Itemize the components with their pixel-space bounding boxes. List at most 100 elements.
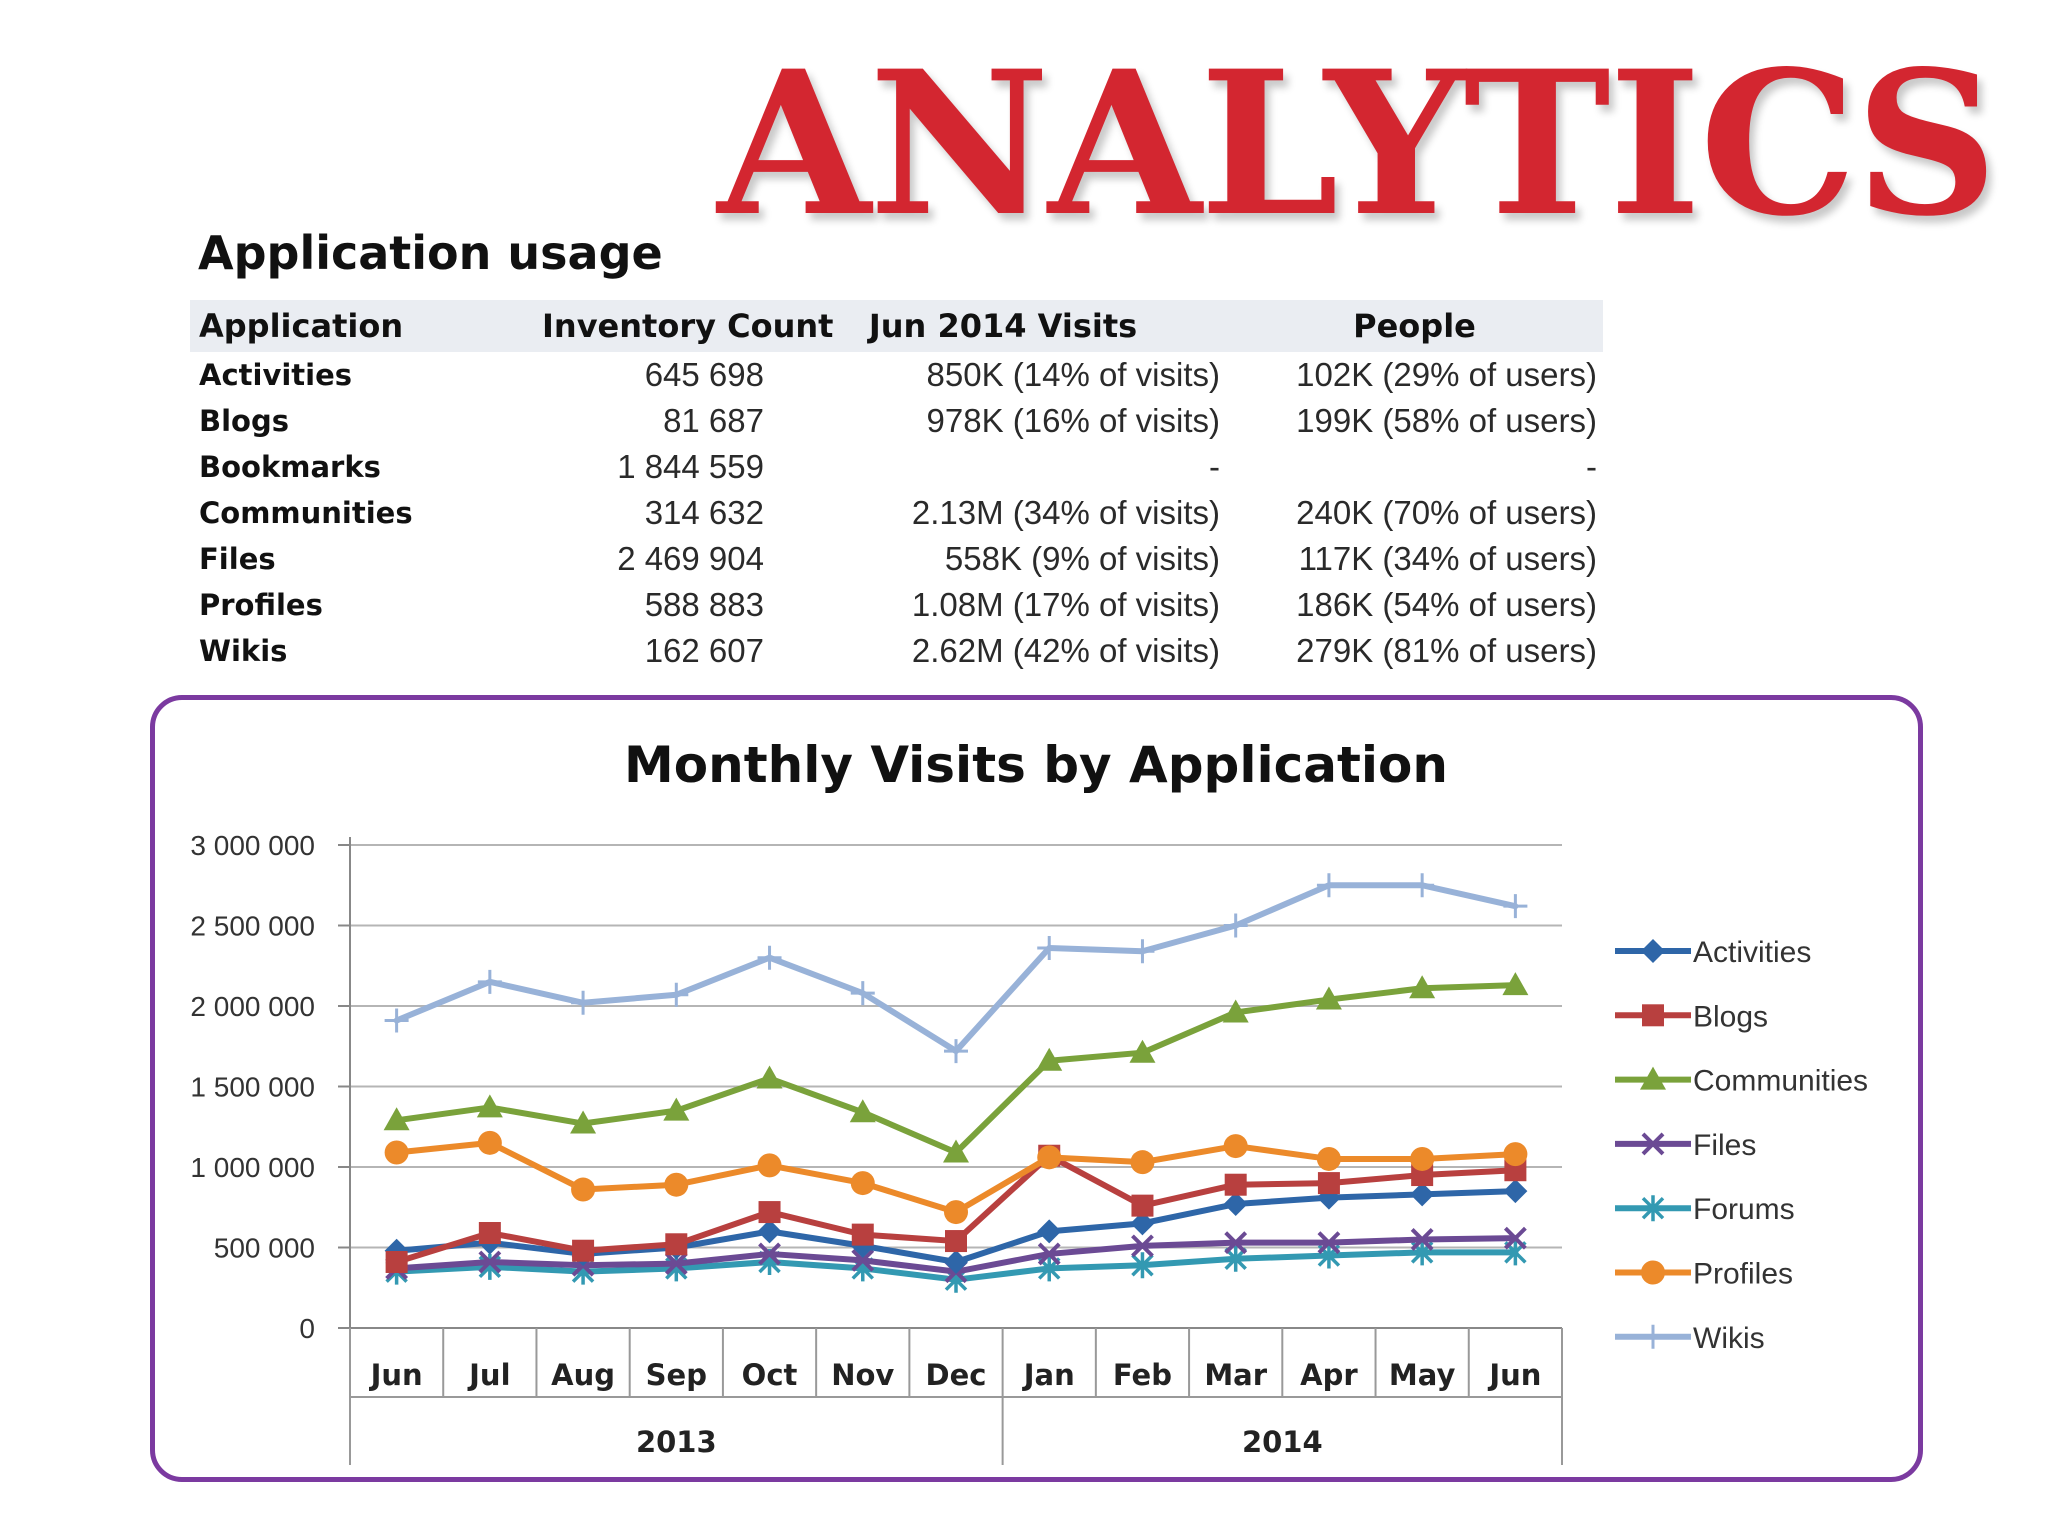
y-tick-label: 2 000 000 <box>190 991 315 1022</box>
cell-people: 117K (34% of users) <box>1298 540 1597 577</box>
column-header-people: People <box>1226 300 1603 352</box>
x-tick-label: Mar <box>1204 1358 1267 1392</box>
cell-people: 279K (81% of users) <box>1296 632 1597 669</box>
data-point-activities <box>1037 1219 1062 1244</box>
x-tick-label: Sep <box>646 1358 707 1392</box>
column-header-application: Application <box>190 300 450 352</box>
data-point-activities <box>1223 1192 1248 1217</box>
cell-visits: 2.13M (34% of visits) <box>911 494 1220 531</box>
cell-inventory: 645 698 <box>644 356 764 393</box>
data-point-activities <box>944 1249 968 1274</box>
data-point-files <box>1037 1242 1061 1266</box>
data-point-profiles <box>850 1171 875 1196</box>
data-point-wikis <box>1503 894 1528 919</box>
x-tick-label: Apr <box>1300 1358 1358 1392</box>
legend-marker-activities <box>1641 939 1665 963</box>
data-point-profiles <box>384 1140 409 1165</box>
data-point-wikis <box>1223 913 1248 938</box>
data-point-communities <box>1036 1047 1063 1071</box>
table-row: Wikis 162 607 2.62M (42% of visits) 279K… <box>190 628 1603 674</box>
cell-application: Profiles <box>199 588 323 622</box>
data-point-blogs <box>1317 1172 1340 1195</box>
legend-marker-communities <box>1640 1066 1666 1090</box>
usage-table-heading: Application usage <box>198 226 663 280</box>
chart-frame <box>150 695 1923 1482</box>
cell-inventory: 588 883 <box>644 586 764 623</box>
y-tick-label: 1 000 000 <box>190 1152 315 1183</box>
data-point-wikis <box>664 982 689 1007</box>
usage-table: Application Inventory Count Jun 2014 Vis… <box>190 300 1603 674</box>
cell-application: Bookmarks <box>199 450 381 484</box>
cell-visits: 850K (14% of visits) <box>926 356 1220 393</box>
x-tick-label: Jun <box>1487 1358 1541 1392</box>
column-header-visits: Jun 2014 Visits <box>780 300 1226 352</box>
data-point-profiles <box>1130 1150 1155 1175</box>
usage-table-header-row: Application Inventory Count Jun 2014 Vis… <box>190 300 1603 352</box>
x-tick-label: Dec <box>926 1358 987 1392</box>
data-point-files <box>758 1242 781 1266</box>
data-point-wikis <box>1037 936 1062 961</box>
data-point-communities <box>849 1099 876 1123</box>
data-point-blogs <box>385 1250 408 1273</box>
cell-people: 240K (70% of users) <box>1296 494 1597 531</box>
y-tick-label: 0 <box>299 1313 315 1344</box>
data-point-blogs <box>945 1230 967 1253</box>
data-point-wikis <box>944 1039 968 1064</box>
y-tick-label: 1 500 000 <box>190 1072 315 1103</box>
data-point-files <box>1224 1231 1248 1255</box>
x-group-label: 2014 <box>1242 1425 1323 1459</box>
y-tick-label: 2 500 000 <box>190 911 315 942</box>
data-point-blogs <box>1131 1194 1154 1217</box>
legend-label-profiles: Profiles <box>1693 1258 1793 1291</box>
cell-application: Communities <box>199 496 413 530</box>
data-point-profiles <box>477 1130 502 1155</box>
table-row: Communities 314 632 2.13M (34% of visits… <box>190 490 1603 536</box>
x-tick-label: Aug <box>551 1358 615 1392</box>
data-point-communities <box>1409 975 1436 999</box>
data-point-communities <box>943 1139 969 1163</box>
data-point-communities <box>756 1065 783 1089</box>
data-point-profiles <box>1410 1146 1435 1171</box>
legend-marker-files <box>1641 1132 1665 1156</box>
cell-people: - <box>1586 448 1597 485</box>
cell-inventory: 81 687 <box>663 402 764 439</box>
y-tick-label: 500 000 <box>214 1233 315 1264</box>
cell-application: Wikis <box>199 634 288 668</box>
data-point-activities <box>1410 1182 1435 1207</box>
data-point-files <box>1131 1234 1154 1258</box>
cell-application: Blogs <box>199 404 289 438</box>
legend-label-forums: Forums <box>1693 1193 1795 1226</box>
x-tick-label: Nov <box>831 1358 894 1392</box>
series-line-communities <box>393 982 1519 1156</box>
legend-label-blogs: Blogs <box>1693 1000 1768 1033</box>
data-point-files <box>478 1250 502 1274</box>
data-point-profiles <box>944 1200 968 1225</box>
data-point-communities <box>570 1110 597 1134</box>
legend-label-activities: Activities <box>1693 936 1811 969</box>
cell-inventory: 2 469 904 <box>617 540 764 577</box>
legend-marker-wikis <box>1641 1324 1665 1349</box>
series-line-wikis <box>393 882 1519 1055</box>
x-tick-label: Jul <box>467 1358 510 1392</box>
data-point-wikis <box>1410 873 1435 898</box>
data-point-forums <box>1131 1252 1154 1279</box>
data-point-wikis <box>757 945 782 970</box>
data-point-files <box>851 1248 875 1272</box>
data-point-wikis <box>850 981 875 1006</box>
x-tick-label: Jan <box>1022 1358 1075 1392</box>
cell-people: 186K (54% of users) <box>1296 586 1597 623</box>
cell-inventory: 1 844 559 <box>617 448 764 485</box>
cell-application: Files <box>199 542 276 576</box>
x-tick-label: Feb <box>1113 1358 1172 1392</box>
data-point-communities <box>383 1107 410 1131</box>
data-point-wikis <box>1130 939 1155 964</box>
data-point-wikis <box>1316 873 1341 898</box>
data-point-profiles <box>1316 1146 1341 1171</box>
data-point-profiles <box>1223 1134 1248 1159</box>
cell-application: Activities <box>199 358 353 392</box>
data-point-communities <box>1222 999 1249 1023</box>
data-point-wikis <box>571 990 596 1015</box>
data-point-files <box>664 1252 688 1276</box>
data-point-communities <box>663 1097 690 1121</box>
